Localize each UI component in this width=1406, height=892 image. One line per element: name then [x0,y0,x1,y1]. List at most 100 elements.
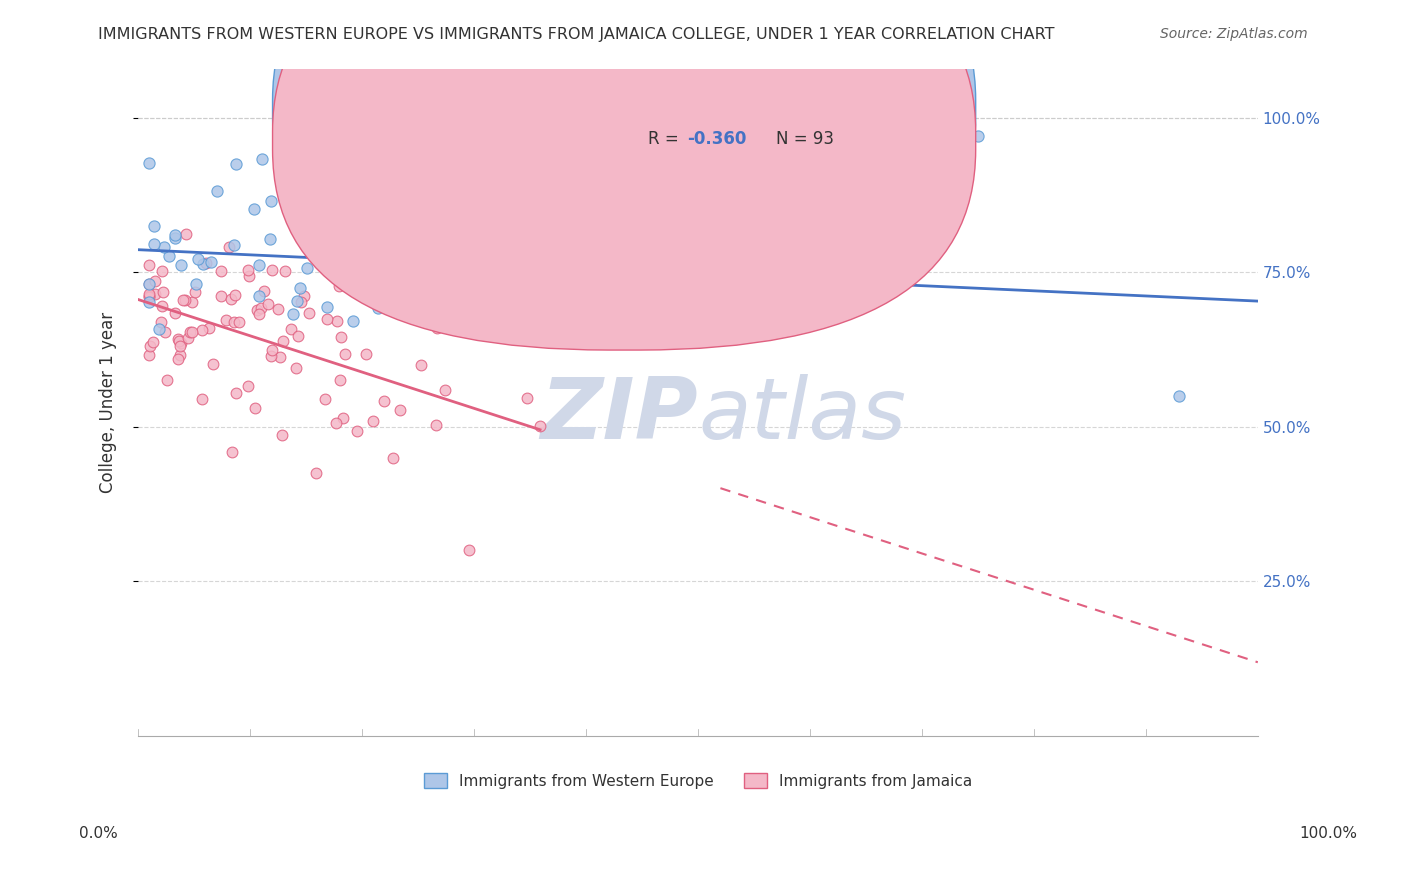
Point [274,264,297,278]
Point [143,274,166,288]
Point [281,306,304,320]
Point [328,279,350,293]
Point [967,129,990,144]
Point [153,240,176,254]
Point [250,153,273,167]
Point [167,351,190,366]
Point [269,350,291,364]
Point [221,445,243,459]
Point [325,416,347,430]
Point [425,417,447,432]
Point [177,331,200,345]
Point [271,334,294,348]
Point [142,334,165,349]
Point [329,329,352,343]
Point [170,258,193,272]
Point [408,285,430,299]
Point [139,339,162,353]
Point [440,256,463,270]
Point [169,348,191,362]
Point [243,202,266,217]
Point [271,428,294,442]
Point [335,347,357,361]
Point [373,393,395,408]
Point [342,314,364,328]
Point [138,348,160,362]
Point [157,249,180,263]
Point [292,289,315,303]
Point [143,236,166,251]
Point [389,402,412,417]
Point [138,277,160,291]
Point [184,285,207,300]
Point [215,313,238,327]
Text: R =: R = [648,99,683,117]
Point [209,263,232,277]
Point [224,288,246,302]
Point [426,320,449,334]
Point [292,224,315,238]
FancyBboxPatch shape [592,82,894,165]
Point [247,307,270,321]
Point [260,194,283,208]
Text: ZIP: ZIP [540,374,697,457]
Point [209,288,232,302]
Point [411,359,433,373]
Point [304,235,326,250]
Point [253,284,276,298]
Point [382,450,405,465]
Point [224,315,246,329]
Point [332,411,354,425]
Point [191,257,214,271]
Point [415,252,437,266]
Point [325,314,347,328]
Point [152,285,174,299]
Point [150,316,173,330]
Point [163,306,186,320]
Point [257,296,280,310]
Point [156,373,179,387]
Point [225,157,247,171]
Point [236,379,259,393]
Point [218,240,240,254]
Point [316,312,339,326]
Text: N = 49: N = 49 [748,99,806,117]
Point [138,290,160,304]
Point [288,281,311,295]
Point [138,258,160,272]
Point [200,254,222,268]
Point [262,343,284,357]
Legend: Immigrants from Western Europe, Immigrants from Jamaica: Immigrants from Western Europe, Immigran… [418,766,979,795]
Point [138,155,160,169]
Point [222,237,245,252]
Point [180,295,202,310]
Point [191,392,214,407]
Text: -0.360: -0.360 [686,130,747,148]
Point [153,325,176,339]
Point [297,306,319,320]
Point [181,326,204,340]
Point [529,254,551,268]
Point [245,401,267,415]
Point [361,414,384,428]
Point [375,260,398,274]
Point [236,263,259,277]
Text: 0.0%: 0.0% [79,827,118,841]
Point [228,315,250,329]
Point [287,329,309,343]
Point [205,184,228,198]
Point [516,391,538,405]
Point [143,286,166,301]
Point [314,392,336,406]
Point [262,263,284,277]
Point [187,252,209,266]
Point [329,373,352,387]
Point [165,228,187,243]
Point [186,277,208,291]
Point [453,184,475,198]
Point [321,266,343,280]
Point [225,386,247,401]
Text: IMMIGRANTS FROM WESTERN EUROPE VS IMMIGRANTS FROM JAMAICA COLLEGE, UNDER 1 YEAR : IMMIGRANTS FROM WESTERN EUROPE VS IMMIGR… [98,27,1054,42]
Point [138,289,160,303]
Point [485,309,508,323]
